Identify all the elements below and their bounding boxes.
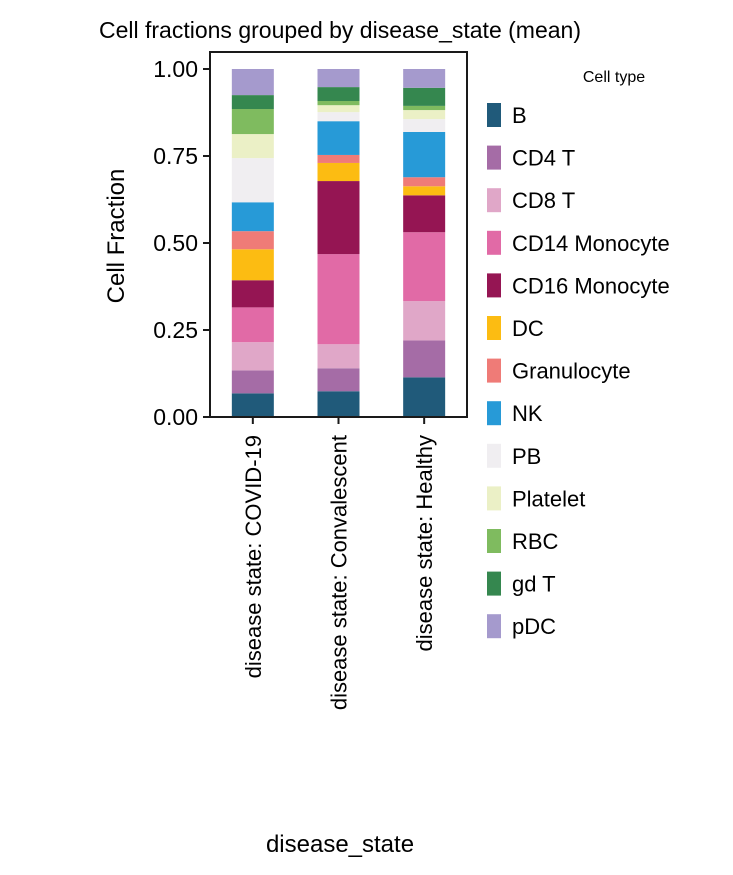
bars-group (231, 69, 446, 417)
bar-segment-platelet (403, 110, 446, 120)
bar-segment-cd14-monocyte (231, 307, 274, 343)
y-tick-label: 1.00 (153, 56, 198, 82)
legend-swatch (487, 188, 501, 213)
legend-label: gd T (512, 572, 556, 597)
legend-item: CD16 Monocyte (487, 273, 670, 298)
bar-segment-dc (403, 186, 446, 196)
bar-segment-dc (231, 249, 274, 281)
legend-label: RBC (512, 529, 559, 554)
legend-label: CD16 Monocyte (512, 273, 670, 298)
plot-frame (209, 51, 468, 418)
bar-segment-pdc (317, 69, 360, 88)
bar-segment-cd8-t (403, 301, 446, 341)
bar-segment-pdc (231, 69, 274, 96)
bar-segment-nk (403, 131, 446, 178)
bar-segment-rbc (317, 101, 360, 106)
bar-segment-cd16-monocyte (317, 181, 360, 255)
bar-segment-dc (317, 162, 360, 182)
bar-segment-pb (317, 112, 360, 122)
bar-segment-pb (231, 158, 274, 203)
bar-segment-nk (231, 202, 274, 232)
bar-segment-gd-t (231, 95, 274, 110)
legend-swatch (487, 273, 501, 298)
legend-label: CD14 Monocyte (512, 231, 670, 256)
legend-swatch (487, 486, 501, 511)
bar-segment-cd8-t (317, 344, 360, 369)
legend-item: DC (487, 316, 544, 341)
bar-segment-granulocyte (317, 154, 360, 163)
y-tick-label: 0.50 (153, 230, 198, 256)
legend-item: NK (487, 401, 543, 426)
legend-swatch (487, 358, 501, 383)
legend-item: Platelet (487, 486, 585, 511)
legend-swatch (487, 571, 501, 596)
legend: B CD4 T CD8 T CD14 Monocyte CD16 Monocyte DC G… (487, 103, 670, 639)
y-tick-label: 0.00 (153, 404, 198, 430)
legend-title: Cell type (583, 69, 645, 86)
legend-label: pDC (512, 614, 556, 639)
legend-label: NK (512, 401, 543, 426)
legend-label: Granulocyte (512, 359, 631, 384)
bar-segment-cd14-monocyte (317, 254, 360, 345)
legend-label: PB (512, 444, 541, 469)
legend-swatch (487, 145, 501, 170)
legend-item: CD4 T (487, 145, 575, 171)
bar-segment-b (317, 391, 360, 417)
bar-segment-granulocyte (231, 231, 274, 250)
bar-segment-cd4-t (403, 340, 446, 378)
bar-segment-platelet (231, 134, 274, 159)
legend-swatch (487, 529, 501, 553)
bar-segment-rbc (231, 109, 274, 135)
bar-segment-cd16-monocyte (403, 195, 446, 233)
bar-segment-granulocyte (403, 177, 446, 187)
bar-segment-pdc (403, 69, 446, 88)
legend-item: CD14 Monocyte (487, 230, 670, 256)
legend-label: CD8 T (512, 188, 575, 213)
legend-swatch (487, 614, 501, 639)
legend-swatch (487, 401, 501, 426)
bar-segment-cd4-t (231, 370, 274, 394)
legend-item: RBC (487, 529, 559, 554)
axes-group: disease state: COVID-19 disease state: Co… (153, 51, 468, 710)
legend-swatch (487, 443, 501, 468)
legend-label: B (512, 103, 527, 128)
bar-segment-cd4-t (317, 368, 360, 392)
legend-item: pDC (487, 614, 556, 639)
legend-item: gd T (487, 571, 556, 597)
bar-segment-cd8-t (231, 342, 274, 371)
bar-segment-b (403, 377, 446, 417)
bar-segment-platelet (317, 105, 360, 113)
legend-label: CD4 T (512, 146, 575, 171)
x-tick-label: disease state: Healthy (412, 435, 437, 651)
bar-segment-b (231, 393, 274, 417)
bar-segment-gd-t (403, 87, 446, 106)
legend-item: PB (487, 443, 541, 469)
legend-item: CD8 T (487, 188, 575, 213)
legend-label: DC (512, 316, 544, 341)
y-tick-label: 0.25 (153, 317, 198, 343)
legend-swatch (487, 316, 501, 340)
bar-segment-pb (403, 119, 446, 132)
bar-segment-cd14-monocyte (403, 232, 446, 302)
legend-item: Granulocyte (487, 358, 631, 384)
x-tick-label: disease state: Convalescent (327, 435, 352, 710)
chart-title: Cell fractions grouped by disease_state … (99, 17, 581, 43)
legend-swatch (487, 230, 501, 255)
bar-segment-rbc (403, 105, 446, 111)
bar-segment-gd-t (317, 87, 360, 102)
y-tick-label: 0.75 (153, 143, 198, 169)
bar-segment-cd16-monocyte (231, 280, 274, 308)
bar-segment-nk (317, 121, 360, 155)
legend-item: B (487, 103, 527, 128)
x-axis-label: disease_state (266, 831, 414, 858)
legend-label: Platelet (512, 486, 585, 511)
y-axis-label: Cell Fraction (103, 169, 130, 304)
x-tick-label: disease state: COVID-19 (241, 435, 266, 678)
legend-swatch (487, 103, 501, 127)
